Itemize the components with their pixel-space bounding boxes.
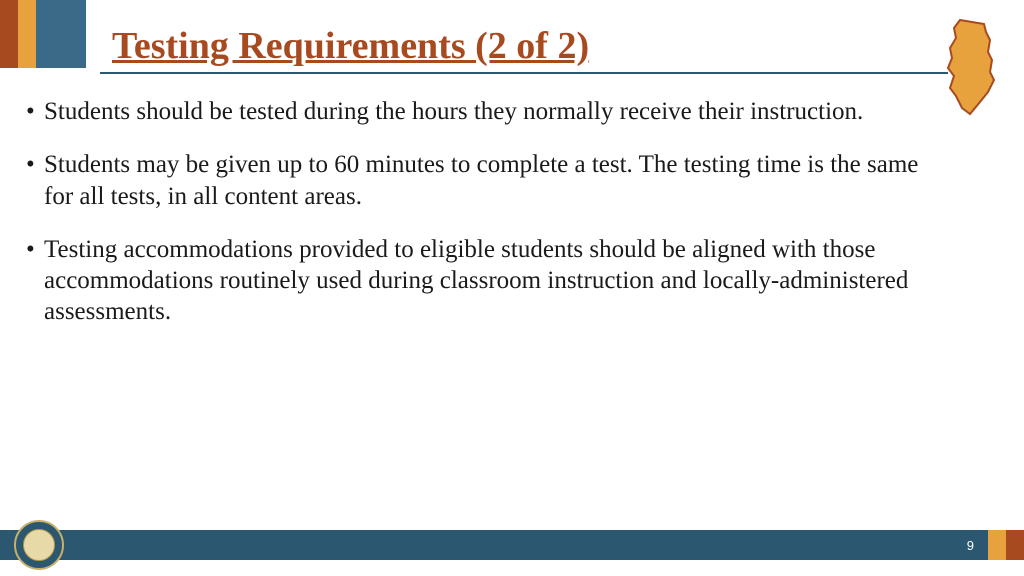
seal-inner (23, 529, 55, 561)
state-seal-icon (14, 520, 64, 570)
footer-bar: 9 (0, 530, 1024, 560)
accent-bar-3 (36, 0, 86, 68)
bullet-item: Students should be tested during the hou… (26, 96, 934, 127)
top-accent-bars (0, 0, 86, 68)
footer-stripe-1 (988, 530, 1006, 560)
accent-bar-2 (18, 0, 36, 68)
nj-state-icon (940, 18, 998, 118)
slide: Testing Requirements (2 of 2) Students s… (0, 0, 1024, 576)
bullet-item: Testing accommodations provided to eligi… (26, 234, 934, 328)
page-number: 9 (967, 538, 974, 553)
title-underline-rule (100, 72, 948, 74)
accent-bar-1 (0, 0, 18, 68)
footer-stripe-2 (1006, 530, 1024, 560)
bullet-list: Students should be tested during the hou… (26, 96, 934, 350)
bullet-item: Students may be given up to 60 minutes t… (26, 149, 934, 212)
slide-title: Testing Requirements (2 of 2) (112, 24, 589, 68)
footer-main: 9 (0, 530, 988, 560)
